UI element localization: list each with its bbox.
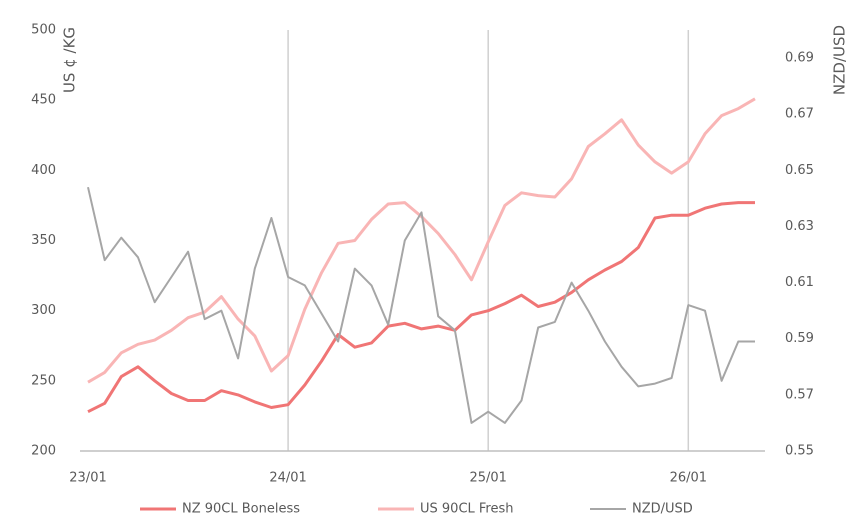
legend-label: NZ 90CL Boneless [182, 502, 300, 517]
series-line [87, 186, 755, 424]
legend-label: NZD/USD [632, 502, 693, 517]
y-tick-label: 250 [31, 373, 56, 388]
x-tick-label: 26/01 [670, 471, 707, 486]
y2-tick-label: 0.61 [785, 275, 814, 290]
y-tick-label: 400 [31, 163, 56, 178]
y-axis-label: US ¢ /KG [61, 27, 79, 93]
x-tick-label: 24/01 [269, 471, 306, 486]
y-tick-label: 350 [31, 233, 56, 248]
x-tick-label: 23/01 [69, 471, 106, 486]
x-tick-label: 25/01 [469, 471, 506, 486]
legend-label: US 90CL Fresh [420, 502, 514, 517]
y2-tick-label: 0.57 [785, 387, 814, 402]
y-tick-label: 500 [31, 23, 56, 38]
y2-axis-label: NZD/USD [831, 25, 849, 95]
y-tick-label: 200 [31, 444, 56, 459]
y2-tick-label: 0.67 [785, 107, 814, 122]
y-tick-label: 450 [31, 93, 56, 108]
series-line [87, 201, 755, 414]
y2-tick-label: 0.59 [785, 331, 814, 346]
y2-tick-label: 0.55 [785, 444, 814, 459]
y2-tick-label: 0.63 [785, 219, 814, 234]
y-tick-label: 300 [31, 303, 56, 318]
y2-tick-label: 0.65 [785, 163, 814, 178]
series-line [87, 97, 756, 384]
y2-tick-label: 0.69 [785, 51, 814, 66]
